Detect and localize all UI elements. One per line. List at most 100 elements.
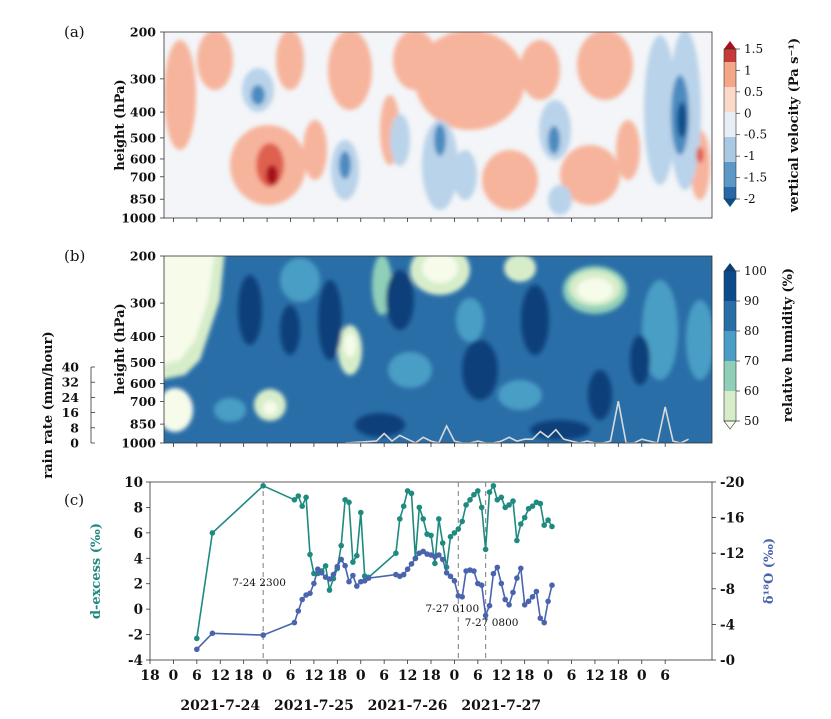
updraft-core (677, 102, 687, 138)
velocity-tick-label: -1.5 (744, 171, 767, 185)
d18o-point (478, 582, 485, 588)
panel-a-y-axis: 200 300 400 500 600 700 850 1000 (121, 25, 164, 226)
dry-region (344, 333, 356, 357)
d-excess-point (397, 516, 403, 522)
time-tick-label: 6 (192, 668, 202, 684)
d18o-tick-label: -20 (720, 475, 744, 491)
time-tick-label: 18 (234, 668, 253, 684)
velocity-tick-label: 1 (744, 63, 752, 77)
pressure-tick-label: 600 (130, 376, 156, 391)
d-excess-tick-label: -2 (128, 628, 143, 644)
d-excess-point (529, 503, 536, 510)
moist-region (214, 398, 246, 422)
panel-a-y-label: height (hPa) (113, 79, 128, 170)
d-excess-point (416, 504, 423, 511)
d-excess-point (354, 552, 360, 559)
d18o-point (420, 548, 427, 555)
d-excess-tick-label: 8 (134, 500, 143, 516)
dry-region (164, 388, 193, 432)
saturated-region (530, 420, 590, 440)
panel-b-heatmap (164, 256, 712, 443)
d18o-point (545, 598, 551, 605)
pressure-tick-label: 600 (130, 151, 156, 166)
colorbar-extend-bottom (724, 199, 736, 207)
humidity-tick-label: 100 (744, 264, 767, 278)
d18o-point (361, 578, 368, 584)
colorbar-extend-bottom (723, 420, 737, 430)
d18o-point (311, 580, 317, 587)
event-label: 7-27 0800 (465, 617, 519, 629)
d-excess-point (494, 497, 501, 503)
downdraft-region (560, 145, 620, 205)
panel-b-label: (b) (64, 247, 85, 265)
time-tick-label: 18 (421, 668, 440, 684)
d18o-point (194, 646, 200, 653)
d18o-point (436, 552, 442, 558)
downdraft-region (415, 32, 525, 130)
d-excess-tick-label: 0 (134, 602, 143, 618)
d18o-point (529, 594, 536, 600)
d-excess-point (506, 502, 512, 508)
d-excess-point (545, 517, 551, 523)
d-excess-point (439, 540, 446, 546)
date-label: 2021-7-26 (368, 698, 448, 714)
d18o-point (451, 578, 458, 584)
d18o-point (498, 580, 505, 587)
saturated-region (588, 370, 612, 420)
d-excess-point (420, 516, 427, 522)
d18o-tick-label: -0 (720, 653, 735, 669)
time-tick-label: 0 (543, 668, 553, 684)
d-excess-point (436, 516, 442, 522)
panel-a-colorbar-label: vertical velocity (Pa s⁻¹) (787, 38, 802, 213)
saturated-region (238, 275, 262, 345)
colorbar-extend-top (724, 263, 736, 271)
d-excess-tick-label: 4 (134, 551, 143, 567)
pressure-tick-label: 850 (130, 417, 156, 432)
d18o-point (412, 555, 419, 562)
d18o-point (521, 602, 528, 608)
d-excess-tick-label: -4 (128, 653, 143, 669)
panel-a-x-ticks (173, 218, 666, 222)
pressure-tick-label: 1000 (121, 436, 156, 451)
d-excess-point (478, 504, 485, 511)
d-excess-line (196, 483, 553, 639)
updraft-region (251, 85, 265, 105)
downdraft-region (276, 32, 304, 90)
d18o-point (295, 608, 302, 614)
d-excess-point (486, 489, 493, 496)
time-axis: 18 0 6 12 18 0 6 12 18 0 6 12 18 0 6 12 18 0 6 12 18 0 62021-7… (140, 660, 670, 714)
pressure-tick-label: 300 (130, 71, 156, 86)
velocity-tick-label: -0.5 (744, 128, 767, 142)
d-excess-point (521, 514, 528, 521)
date-label: 2021-7-25 (274, 698, 354, 714)
time-tick-label: 18 (328, 668, 347, 684)
panel-b-y-axis: 200 300 400 500 600 700 850 1000 (121, 249, 164, 451)
time-tick-label: 18 (140, 668, 159, 684)
d-excess-tick-label: 10 (124, 475, 143, 491)
pressure-tick-label: 700 (130, 394, 156, 409)
humidity-tick-label: 80 (744, 324, 759, 338)
panel-a-heatmap (164, 32, 712, 218)
pressure-tick-label: 700 (130, 169, 156, 184)
d-excess-point (393, 550, 399, 556)
d18o-point (209, 630, 216, 637)
d18o-point (342, 562, 348, 569)
d-excess-point (260, 483, 267, 489)
updraft-region (644, 35, 676, 185)
downdraft-region (616, 120, 640, 180)
d-excess-point (295, 493, 302, 499)
d18o-point (330, 571, 337, 578)
rain-tick-label: 8 (70, 420, 79, 435)
dry-region (577, 278, 613, 302)
pressure-tick-label: 300 (130, 296, 156, 311)
updraft-region (548, 126, 560, 154)
d-excess-point (482, 546, 489, 553)
d-excess-point (303, 494, 309, 501)
saturated-region (462, 340, 498, 400)
d18o-point (471, 568, 477, 574)
d18o-point (447, 573, 454, 580)
date-label: 2021-7-24 (180, 698, 260, 714)
d18o-point (494, 564, 501, 571)
panel-c-label: (c) (64, 491, 84, 509)
